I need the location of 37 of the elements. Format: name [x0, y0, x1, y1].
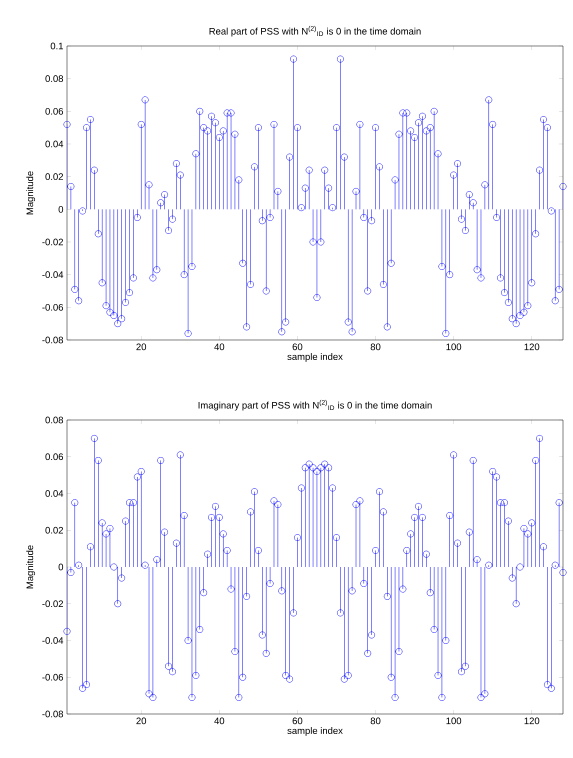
x-tick-label: 60 [292, 718, 302, 724]
x-axis-title: sample index [287, 727, 343, 736]
x-tick-label: 80 [370, 344, 380, 350]
y-tick-label: 0.04 [45, 140, 64, 148]
y-tick-label: 0.08 [45, 416, 64, 424]
y-tick-label: 0.06 [45, 108, 64, 115]
y-tick-label: -0.08 [42, 710, 64, 718]
y-tick-label: -0.08 [42, 336, 64, 344]
x-tick-label: 40 [214, 344, 224, 350]
chart-title: Real part of PSS with N$^{(2)}$$_{ID}$ is 0 in the time domain [210, 26, 421, 36]
y-tick-label: 0.02 [45, 526, 64, 534]
y-tick-label: 0.1 [50, 42, 64, 50]
y-tick-label: -0.06 [42, 674, 64, 681]
y-tick-label: -0.02 [42, 238, 64, 246]
x-tick-label: 100 [446, 344, 462, 350]
x-tick-label: 100 [446, 718, 462, 724]
chart-title: Imaginary part of PSS with N$^{(2)}$$_{ID}$ is 0 in the time domain [198, 400, 432, 411]
y-axis-title: Magnitude [26, 171, 36, 214]
x-axis-title: sample index [287, 353, 343, 362]
y-tick-label: -0.04 [42, 637, 64, 644]
y-tick-label: 0.06 [45, 453, 64, 460]
y-axis-title: Magnitude [26, 545, 36, 588]
y-tick-label: -0.02 [42, 600, 64, 608]
x-tick-label: 60 [292, 344, 302, 350]
x-tick-label: 20 [136, 718, 146, 724]
x-tick-label: 40 [214, 718, 224, 724]
y-tick-label: 0.08 [45, 75, 64, 82]
y-tick-label: 0 [58, 206, 64, 213]
y-tick-label: 0 [58, 564, 64, 570]
y-tick-label: -0.06 [42, 304, 64, 311]
x-tick-label: 80 [370, 718, 380, 724]
x-tick-label: 120 [524, 344, 540, 350]
y-tick-label: 0.04 [45, 490, 64, 497]
x-tick-label: 20 [136, 344, 146, 350]
y-tick-label: -0.04 [42, 271, 64, 278]
y-tick-label: 0.02 [45, 173, 64, 180]
x-tick-label: 120 [524, 718, 540, 724]
